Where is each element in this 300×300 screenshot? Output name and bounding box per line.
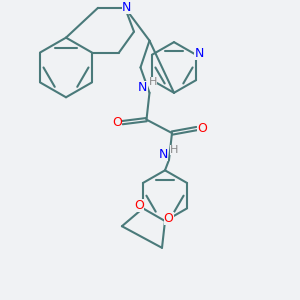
Text: N: N [194,47,204,60]
Text: H: H [169,145,178,155]
Text: N: N [138,81,148,94]
Text: O: O [134,199,144,212]
Text: N: N [159,148,168,161]
Text: O: O [112,116,122,129]
Text: O: O [164,212,173,224]
Text: N: N [122,1,131,14]
Text: H: H [149,77,157,87]
Text: O: O [197,122,207,135]
